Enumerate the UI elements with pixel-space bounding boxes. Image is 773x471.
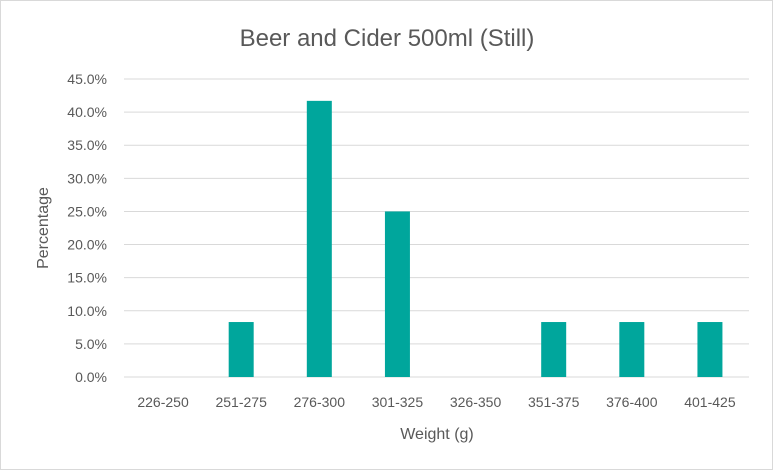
bar-301-325 [384,211,410,377]
y-tick-label: 20.0% [67,237,107,253]
chart-title: Beer and Cider 500ml (Still) [240,25,535,52]
x-axis-label: Weight (g) [400,426,474,443]
y-tick-label: 40.0% [67,104,107,120]
x-tick-label: 401-425 [684,394,736,410]
bar-351-375 [541,322,567,377]
x-tick-label: 301-325 [372,394,424,410]
y-axis-ticks: 0.0% 5.0% 10.0% 15.0% 20.0% 25.0% 30.0% 35.0% 40… [67,71,107,385]
x-tick-label: 276-300 [294,394,346,410]
y-tick-label: 35.0% [67,137,107,153]
bar-276-300 [306,100,332,377]
y-tick-label: 25.0% [67,203,107,219]
y-tick-label: 10.0% [67,303,107,319]
x-tick-label: 326-350 [450,394,502,410]
y-axis-label: Percentage [35,187,52,269]
bar-376-400 [619,322,645,377]
bar-251-275 [228,322,254,377]
y-tick-label: 30.0% [67,170,107,186]
x-axis-ticks: 226-250 251-275 276-300 301-325 326-350 351-3… [137,394,735,410]
x-tick-label: 351-375 [528,394,580,410]
y-tick-label: 15.0% [67,270,107,286]
y-tick-label: 5.0% [75,336,107,352]
y-tick-label: 0.0% [75,369,107,385]
x-tick-label: 376-400 [606,394,658,410]
bar-401-425 [697,322,723,377]
x-tick-label: 251-275 [215,394,267,410]
x-tick-label: 226-250 [137,394,189,410]
y-tick-label: 45.0% [67,71,107,87]
gridlines [124,78,749,378]
bars [228,100,723,377]
